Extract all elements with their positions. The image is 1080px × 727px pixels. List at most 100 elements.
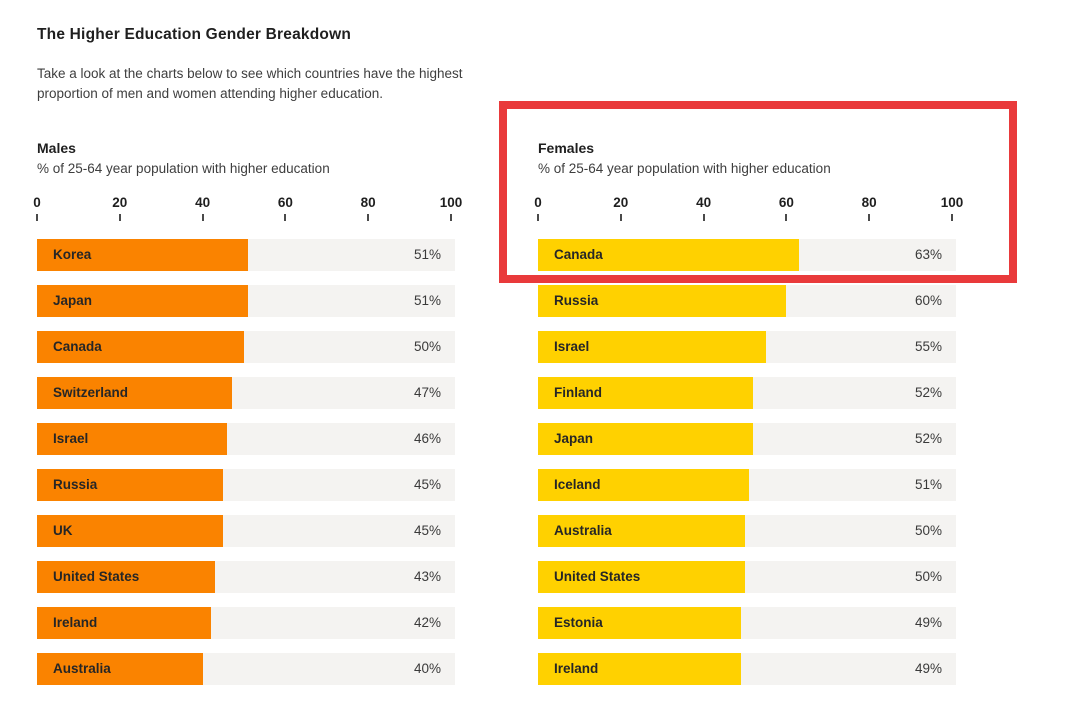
country-label: Finland: [554, 385, 602, 400]
value-label: 45%: [413, 477, 441, 492]
bar-row: Canada 63%: [538, 239, 956, 271]
country-label: United States: [53, 569, 140, 584]
axis-tick-mark: [951, 214, 953, 221]
bar: [37, 515, 224, 547]
bar: [538, 331, 766, 363]
bar-row: Canada 50%: [37, 331, 455, 363]
bar-row: Japan 52%: [538, 423, 956, 455]
axis-tick-label: 60: [277, 195, 293, 210]
bar: [538, 239, 799, 271]
axis-tick-mark: [201, 214, 204, 221]
axis-tick-mark: [702, 214, 705, 221]
axis-tick-mark: [537, 214, 539, 221]
axis-tick-mark: [619, 214, 622, 221]
value-label: 49%: [914, 661, 942, 676]
bar: [538, 653, 741, 685]
value-label: 51%: [914, 477, 942, 492]
bar: [37, 469, 224, 501]
bar: [538, 469, 750, 501]
country-label: Switzerland: [53, 385, 129, 400]
axis-tick-mark: [284, 214, 287, 221]
value-label: 51%: [413, 247, 441, 262]
value-label: 52%: [914, 431, 942, 446]
bar-row: Russia 45%: [37, 469, 455, 501]
axis-tick-label: 20: [613, 195, 629, 210]
axis-tick-label: 20: [112, 195, 128, 210]
males-chart-subtitle: % of 25-64 year population with higher e…: [37, 161, 330, 176]
axis-tick-mark: [450, 214, 452, 221]
value-label: 49%: [914, 615, 942, 630]
axis-tick-label: 100: [439, 195, 463, 210]
bar-row: Australia 40%: [37, 653, 455, 685]
country-label: Ireland: [53, 615, 98, 630]
value-label: 40%: [413, 661, 441, 676]
country-label: Estonia: [554, 615, 603, 630]
country-label: Japan: [53, 293, 93, 308]
females-chart: Females % of 25-64 year population with …: [534, 140, 963, 700]
bar: [37, 239, 249, 271]
bar: [37, 331, 244, 363]
country-label: United States: [554, 569, 641, 584]
country-label: Canada: [554, 247, 603, 262]
axis-tick-label: 40: [696, 195, 712, 210]
bar-row: Finland 52%: [538, 377, 956, 409]
axis-tick-mark: [36, 214, 38, 221]
bar: [538, 607, 741, 639]
country-label: Australia: [554, 523, 612, 538]
bar: [37, 653, 203, 685]
page-subtitle-line-2: proportion of men and women attending hi…: [37, 86, 383, 101]
axis-tick-label: 0: [534, 195, 542, 210]
country-label: UK: [53, 523, 73, 538]
country-label: Japan: [554, 431, 594, 446]
bar: [37, 607, 211, 639]
country-label: Canada: [53, 339, 102, 354]
females-chart-title: Females: [538, 140, 595, 156]
axis-tick-label: 60: [778, 195, 794, 210]
page-title: The Higher Education Gender Breakdown: [37, 26, 352, 43]
country-label: Australia: [53, 661, 111, 676]
axis-tick-label: 0: [33, 195, 41, 210]
country-label: Iceland: [554, 477, 601, 492]
axis-tick-label: 40: [195, 195, 211, 210]
value-label: 45%: [413, 523, 441, 538]
bar-row: Russia 60%: [538, 285, 956, 317]
value-label: 50%: [914, 523, 942, 538]
value-label: 43%: [413, 569, 441, 584]
page-subtitle-line-1: Take a look at the charts below to see w…: [37, 66, 463, 81]
country-label: Russia: [53, 477, 98, 492]
females-x-axis: 0 20 40 60 80 100: [534, 195, 963, 227]
bar-row: United States 50%: [538, 561, 956, 593]
page-subtitle: Take a look at the charts below to see w…: [37, 64, 463, 104]
bar: [37, 423, 228, 455]
bar-row: Japan 51%: [37, 285, 455, 317]
country-label: Russia: [554, 293, 599, 308]
bar: [538, 285, 787, 317]
bar-row: Ireland 42%: [37, 607, 455, 639]
value-label: 50%: [914, 569, 942, 584]
bar-row: Korea 51%: [37, 239, 455, 271]
bar: [37, 285, 249, 317]
males-chart: Males % of 25-64 year population with hi…: [33, 140, 462, 700]
bar: [538, 561, 745, 593]
axis-tick-mark: [118, 214, 121, 221]
bar: [37, 561, 216, 593]
value-label: 60%: [914, 293, 942, 308]
value-label: 55%: [914, 339, 942, 354]
value-label: 47%: [413, 385, 441, 400]
axis-tick-label: 80: [360, 195, 376, 210]
axis-tick-mark: [785, 214, 788, 221]
value-label: 50%: [413, 339, 441, 354]
bar-row: UK 45%: [37, 515, 455, 547]
value-label: 63%: [914, 247, 942, 262]
value-label: 42%: [413, 615, 441, 630]
axis-tick-label: 80: [861, 195, 877, 210]
bar: [538, 423, 754, 455]
males-bar-rows: Korea 51% Japan 51% Canada 50% Switzerland 47% I…: [37, 239, 455, 699]
bar: [538, 515, 745, 547]
bar-row: Switzerland 47%: [37, 377, 455, 409]
value-label: 51%: [413, 293, 441, 308]
bar-row: Israel 55%: [538, 331, 956, 363]
bar-row: Israel 46%: [37, 423, 455, 455]
females-chart-subtitle: % of 25-64 year population with higher e…: [538, 161, 831, 176]
